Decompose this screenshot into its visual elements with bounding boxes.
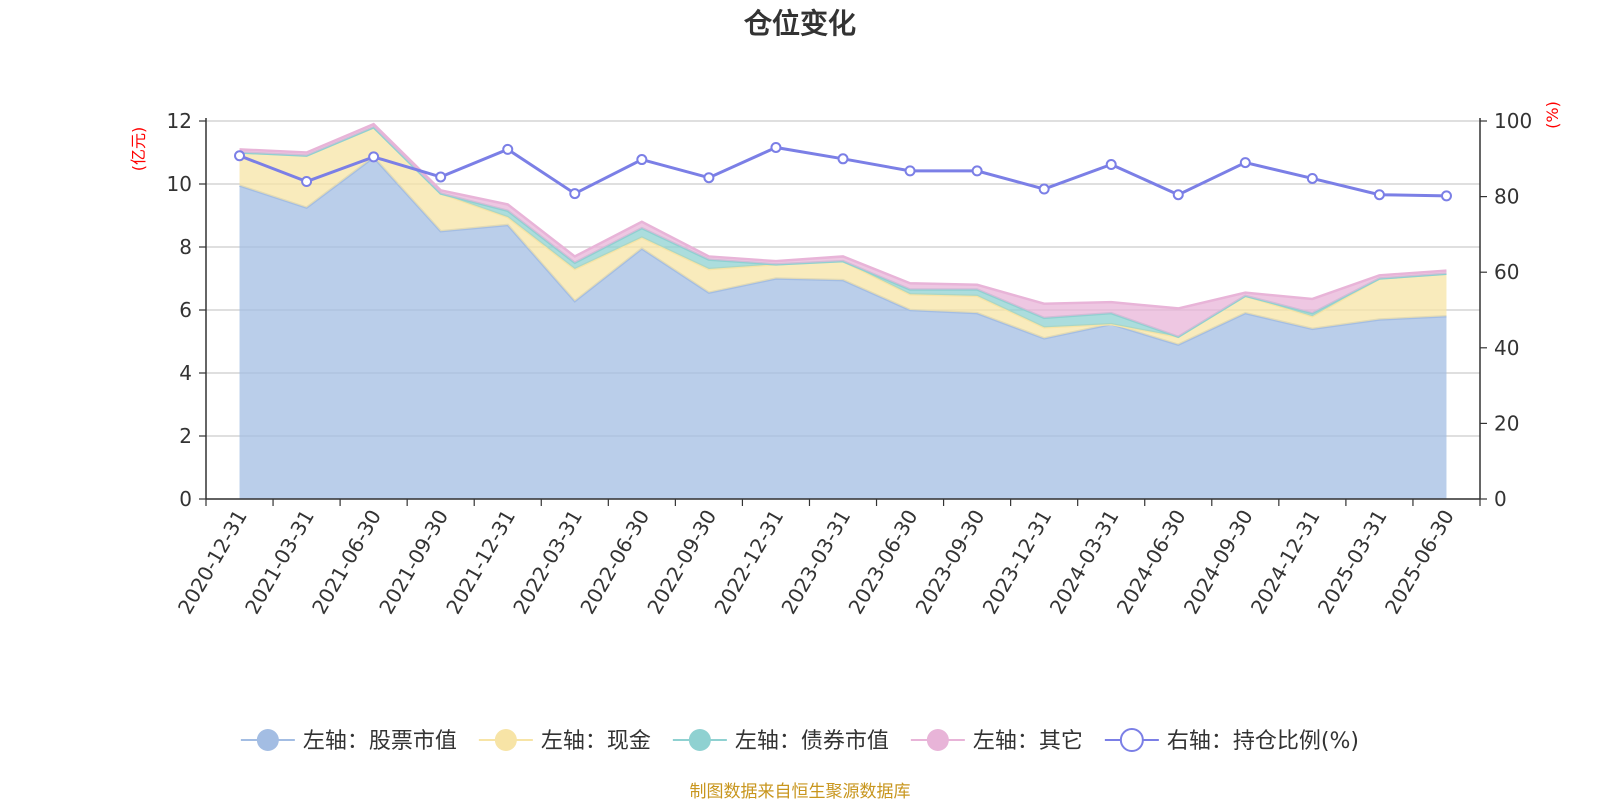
ratio-point xyxy=(636,154,648,166)
left-tick-label: 12 xyxy=(167,109,192,133)
x-tick-label: 2024-03-31 xyxy=(1045,506,1124,619)
right-tick-label: 100 xyxy=(1494,109,1532,133)
ratio-point xyxy=(368,151,380,163)
x-tick-label: 2022-06-30 xyxy=(575,506,654,619)
legend-marker xyxy=(256,729,279,751)
left-axis-unit: (亿元) xyxy=(129,127,148,172)
ratio-point xyxy=(904,165,916,177)
x-tick-label: 2024-09-30 xyxy=(1179,506,1258,619)
right-tick-label: 60 xyxy=(1494,260,1519,284)
right-axis-unit: (%) xyxy=(1543,101,1562,129)
ratio-point xyxy=(1239,157,1251,169)
left-tick-label: 4 xyxy=(179,361,192,385)
x-tick-label: 2021-03-31 xyxy=(240,506,319,619)
x-tick-label: 2023-06-30 xyxy=(843,506,922,619)
left-tick-label: 10 xyxy=(167,172,192,196)
x-tick-label: 2025-06-30 xyxy=(1380,506,1459,619)
legend-item-1: 左轴：现金 xyxy=(478,729,651,754)
legend-item-4: 右轴：持仓比例(%) xyxy=(1104,728,1359,754)
chart-title: 仓位变化 xyxy=(744,7,856,40)
ratio-point xyxy=(435,171,447,183)
legend-item-0: 左轴：股票市值 xyxy=(240,729,457,754)
x-tick-label: 2023-09-30 xyxy=(911,506,990,619)
ratio-point xyxy=(770,141,782,153)
x-tick-label: 2023-12-31 xyxy=(978,506,1057,619)
left-tick-label: 6 xyxy=(179,298,192,322)
legend: 左轴：股票市值 左轴：现金 左轴：债券市值 左轴：其它 右轴：持仓比例(%) xyxy=(240,728,1359,754)
right-tick-label: 0 xyxy=(1494,487,1507,511)
ratio-point xyxy=(837,153,849,165)
x-tick-label: 2024-12-31 xyxy=(1246,506,1325,619)
stacked-areas xyxy=(239,122,1447,499)
legend-label: 左轴：债券市值 xyxy=(735,729,889,754)
x-tick-label: 2022-03-31 xyxy=(508,506,587,619)
legend-item-2: 左轴：债券市值 xyxy=(672,729,889,754)
legend-label: 右轴：持仓比例(%) xyxy=(1167,729,1359,754)
x-tick-label: 2023-03-31 xyxy=(776,506,855,619)
left-tick-label: 8 xyxy=(179,235,192,259)
ratio-point xyxy=(569,188,581,200)
ratio-point xyxy=(1373,189,1385,201)
x-tick-label: 2022-12-31 xyxy=(709,506,788,619)
ratio-point xyxy=(1038,183,1050,195)
ratio-point xyxy=(703,172,715,184)
legend-label: 左轴：现金 xyxy=(541,729,651,754)
ratio-point xyxy=(301,175,313,187)
x-tick-label: 2021-09-30 xyxy=(374,506,453,619)
legend-marker xyxy=(926,729,949,751)
legend-marker xyxy=(494,729,517,751)
right-tick-label: 20 xyxy=(1494,411,1519,435)
x-tick-label: 2025-03-31 xyxy=(1313,506,1392,619)
ratio-point xyxy=(234,150,246,162)
legend-label: 左轴：股票市值 xyxy=(303,729,457,754)
ratio-line xyxy=(234,141,1452,202)
ratio-point xyxy=(971,165,983,177)
area-series-1 xyxy=(239,127,1447,345)
legend-item-3: 左轴：其它 xyxy=(910,729,1083,754)
x-tick-label: 2022-09-30 xyxy=(642,506,721,619)
legend-marker xyxy=(688,729,711,751)
area-series-0 xyxy=(239,157,1447,499)
x-tick-label: 2020-12-31 xyxy=(173,506,252,619)
ratio-point xyxy=(1306,172,1318,184)
ratio-point xyxy=(1172,189,1184,201)
left-tick-label: 2 xyxy=(179,424,192,448)
right-tick-label: 40 xyxy=(1494,336,1519,360)
x-tick-label: 2021-12-31 xyxy=(441,506,520,619)
area-edge-3 xyxy=(239,122,1447,310)
source-note: 制图数据来自恒生聚源数据库 xyxy=(690,782,911,800)
right-tick-label: 80 xyxy=(1494,185,1519,209)
ratio-point xyxy=(1440,190,1452,202)
x-tick-label: 2021-06-30 xyxy=(307,506,386,619)
legend-marker xyxy=(1119,728,1144,752)
x-tick-label: 2024-06-30 xyxy=(1112,506,1191,619)
left-tick-label: 0 xyxy=(179,487,192,511)
ratio-point xyxy=(502,143,514,155)
ratio-point xyxy=(1105,158,1117,170)
legend-label: 左轴：其它 xyxy=(973,729,1083,754)
